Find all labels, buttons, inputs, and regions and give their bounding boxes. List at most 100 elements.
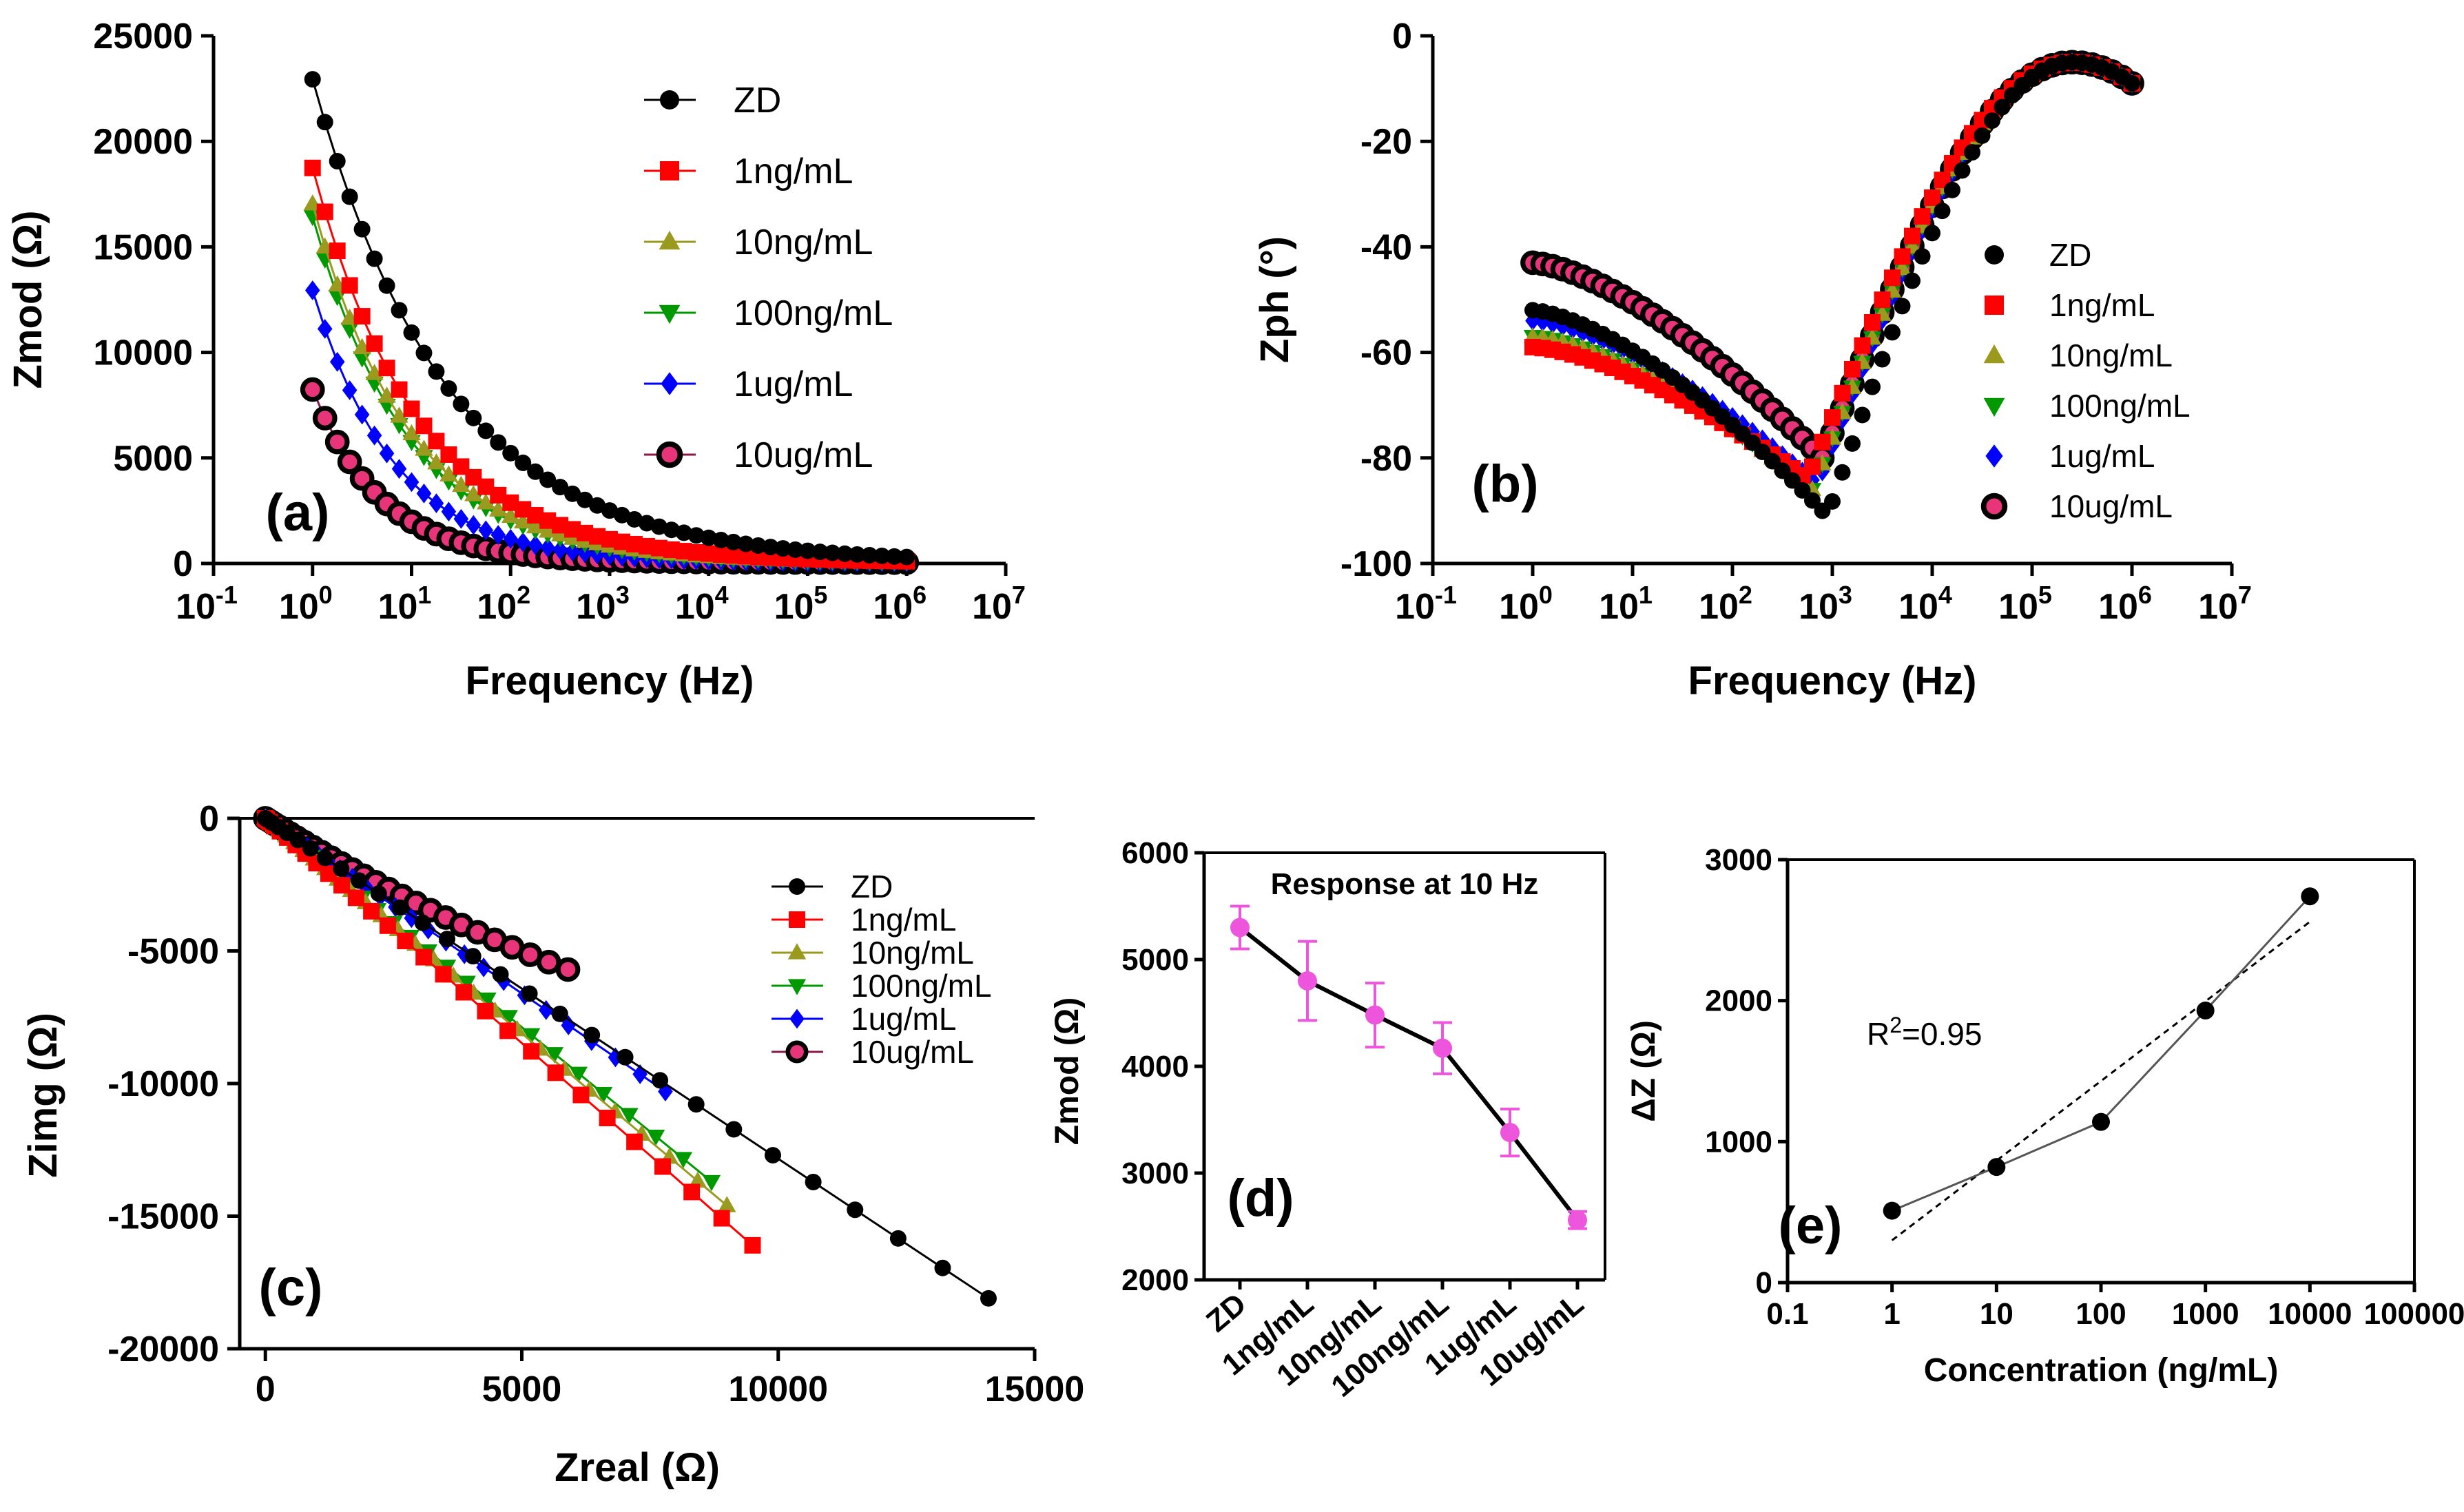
data-point [1884, 269, 1901, 287]
legend-entry: 1ng/mL [772, 902, 956, 938]
panel-label-c: (c) [259, 1259, 323, 1317]
data-point [1994, 99, 2011, 116]
y-tick-label: 1000 [1705, 1125, 1772, 1159]
data-point [632, 1064, 648, 1084]
data-point [300, 377, 325, 402]
data-point [333, 860, 350, 878]
x-tick-label: 102 [1699, 581, 1752, 627]
data-point [762, 539, 779, 556]
data-point [465, 409, 482, 426]
legend-label: 100ng/mL [734, 293, 893, 333]
legend-marker [785, 1040, 809, 1064]
data-point [713, 1210, 730, 1227]
data-point [415, 344, 433, 362]
data-point [353, 308, 371, 325]
legend-marker [1983, 344, 2005, 364]
data-point [391, 899, 408, 916]
data-point [1804, 458, 1821, 475]
data-point [638, 515, 655, 532]
series-1ng/mL [257, 810, 761, 1254]
data-point [452, 475, 470, 493]
data-point [316, 114, 333, 131]
series-1ng/mL [1524, 54, 2140, 484]
y-tick-label: 5000 [1121, 943, 1189, 977]
legend-marker [660, 90, 679, 110]
panel-label-d: (d) [1227, 1169, 1294, 1228]
data-point [377, 386, 396, 403]
data-point [391, 459, 407, 479]
data-point [490, 434, 507, 451]
y-axis-title: Zmod (Ω) [1049, 997, 1086, 1145]
y-tick-label: -60 [1360, 333, 1412, 373]
legend-entry: ZD [772, 869, 893, 904]
data-point [397, 933, 414, 950]
data-point [304, 280, 320, 300]
data-point [1944, 181, 1960, 198]
data-point [1854, 337, 1871, 354]
legend-label: 1ug/mL [734, 364, 853, 404]
legend-label: ZD [2049, 237, 2091, 273]
legend-label: 1ng/mL [2049, 287, 2155, 323]
data-point [341, 277, 358, 294]
panel-a: 10-1 100 101 102 103 104 105 106 107 0 5000 10000 15… [6, 17, 1026, 703]
data-point [441, 501, 457, 522]
legend-entry: ZD [1985, 237, 2091, 273]
data-point [1834, 384, 1851, 402]
x-tick-label: 10000 [728, 1369, 828, 1409]
data-point [646, 1129, 665, 1146]
data-point [569, 1066, 588, 1083]
data-point [539, 471, 557, 488]
y-tick-label: -20 [1360, 122, 1412, 162]
data-point [316, 849, 333, 867]
data-point [1365, 1005, 1385, 1025]
y-tick-label: -80 [1360, 439, 1412, 479]
data-point [718, 1196, 736, 1212]
legend-entry: 10ng/mL [772, 935, 974, 971]
data-point [489, 500, 508, 517]
data-point [337, 449, 362, 475]
x-axis-title: Concentration (ng/mL) [1924, 1352, 2279, 1389]
fit-line [1891, 920, 2311, 1241]
x-tick-label: 104 [675, 581, 729, 627]
data-point [744, 1236, 761, 1254]
data-point [545, 1047, 564, 1064]
legend-label: 10ug/mL [2049, 488, 2173, 524]
y-tick-label: 0 [173, 544, 193, 584]
x-tick-label: 103 [1799, 581, 1852, 627]
legend-label: 1ug/mL [2049, 438, 2155, 474]
data-point [378, 277, 395, 294]
series-ZD [304, 71, 915, 566]
data-point [521, 1028, 541, 1045]
x-tick-label: 10 [1980, 1297, 2013, 1331]
x-tick-label: 0.1 [1766, 1297, 1808, 1331]
data-point [898, 548, 915, 566]
legend-marker [789, 1008, 805, 1029]
data-point [464, 948, 482, 965]
data-point [687, 1096, 705, 1113]
x-tick-label: 105 [774, 581, 828, 627]
data-point [725, 533, 742, 550]
data-point [674, 1152, 693, 1168]
data-point [2004, 87, 2020, 104]
y-tick-label: 20000 [93, 122, 193, 162]
data-point [464, 485, 483, 501]
legend-marker [660, 161, 679, 180]
data-point [1568, 1210, 1587, 1230]
data-point [329, 242, 346, 260]
x-tick-label: 1000 [2172, 1297, 2239, 1331]
data-point [540, 537, 555, 558]
legend-label: 100ng/mL [2049, 388, 2191, 424]
series-ZD [1524, 54, 2140, 519]
data-point [476, 957, 491, 977]
panel-label-b: (b) [1471, 455, 1538, 513]
x-tick-label: 100 [279, 581, 333, 627]
x-tick-label: 100 [1499, 581, 1553, 627]
data-point [317, 318, 333, 339]
data-point [1230, 918, 1250, 938]
x-tick-label: 104 [1898, 581, 1952, 627]
data-point [1914, 208, 1931, 225]
data-point [1844, 360, 1861, 377]
x-tick-label: 101 [1599, 581, 1653, 627]
y-axis-title: Zph (°) [1252, 236, 1297, 363]
data-point [477, 493, 495, 510]
